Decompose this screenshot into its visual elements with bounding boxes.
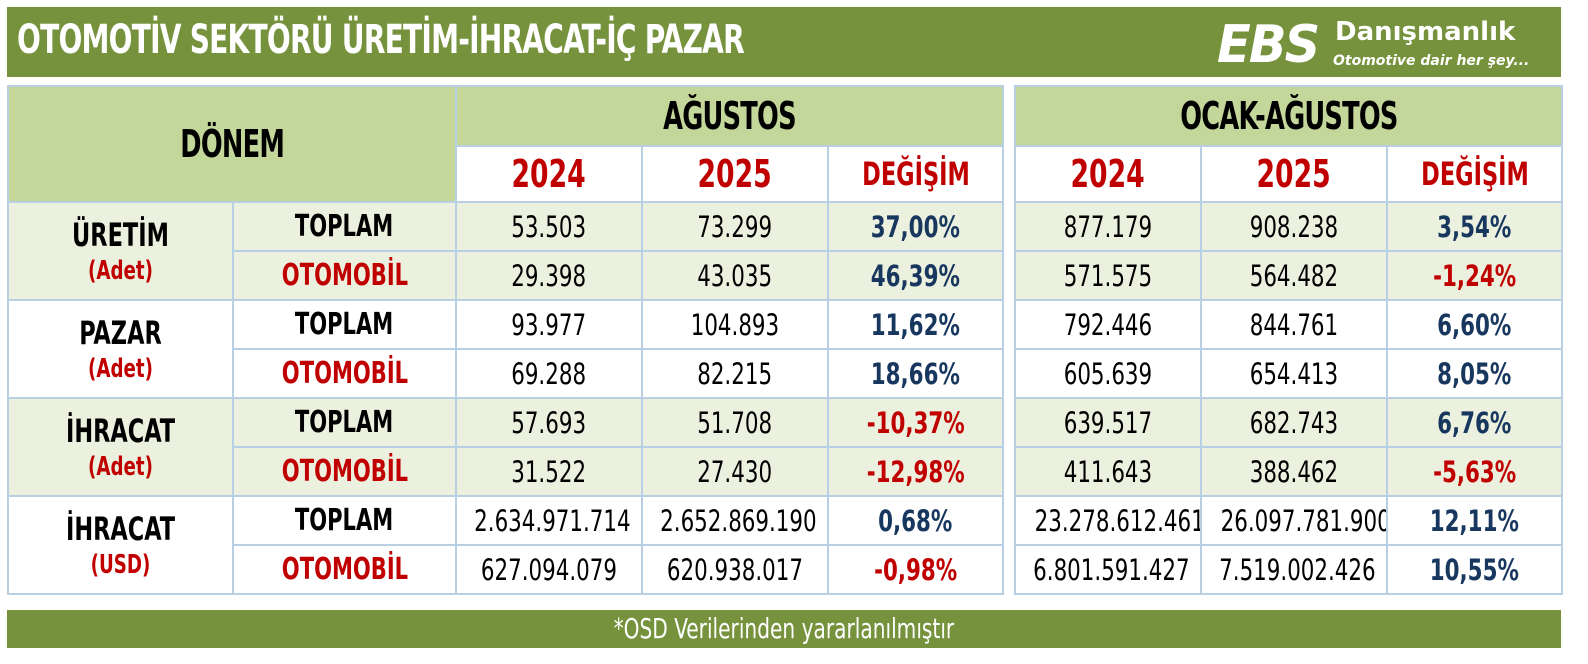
ytd-group-header: OCAK-AĞUSTOS: [1014, 85, 1564, 147]
aug-2025-value: 51.708: [641, 397, 830, 448]
logo-tagline: Otomotive dair her şey...: [1333, 53, 1530, 69]
ytd-year-2025-header: 2025: [1200, 145, 1389, 203]
table-row: ÜRETİM (Adet) TOPLAM 53.503 73.299 37,00% 877.…: [7, 201, 1564, 301]
aug-2024-value: 93.977: [455, 299, 644, 350]
ytd-2024-value: 792.446: [1014, 299, 1203, 350]
table-row: İHRACAT (Adet) TOPLAM 57.693 51.708 -10,37% 63…: [7, 397, 1564, 497]
ytd-change-value: 8,05%: [1386, 348, 1564, 399]
subcategory-label: OTOMOBİL: [231, 544, 458, 595]
aug-2025-value: 104.893: [641, 299, 830, 350]
aug-year-2025-header: 2025: [641, 145, 830, 203]
aug-change-value: 11,62%: [827, 299, 1005, 350]
logo-name: Danışmanlık: [1335, 17, 1516, 47]
aug-2024-value: 31.522: [455, 446, 644, 497]
aug-2024-value: 2.634.971.714: [455, 495, 644, 546]
aug-change-value: -10,37%: [827, 397, 1005, 448]
table-row: OTOMOBİL 69.288 82.215 18,66% 605.639 654.413…: [8, 348, 1564, 399]
aug-2024-value: 69.288: [455, 348, 644, 399]
ytd-2025-value: 26.097.781.900: [1200, 495, 1389, 546]
aug-change-header: DEĞİŞİM: [827, 145, 1005, 203]
aug-change-value: 37,00%: [827, 201, 1005, 252]
aug-2024-value: 627.094.079: [455, 544, 644, 595]
aug-year-2024-header: 2024: [455, 145, 644, 203]
ytd-2025-value: 682.743: [1200, 397, 1389, 448]
ytd-2024-value: 639.517: [1014, 397, 1203, 448]
page-title: OTOMOTİV SEKTÖRÜ ÜRETİM-İHRACAT-İÇ PAZAR: [17, 17, 745, 63]
ytd-2025-value: 7.519.002.426: [1200, 544, 1389, 595]
ytd-change-value: -1,24%: [1386, 250, 1564, 301]
aug-change-value: 46,39%: [827, 250, 1005, 301]
aug-2025-value: 2.652.869.190: [641, 495, 830, 546]
august-group-header: AĞUSTOS: [455, 85, 1005, 147]
aug-2024-value: 29.398: [455, 250, 644, 301]
logo-mark: EBS: [1217, 15, 1320, 75]
category-label: İHRACAT (USD): [7, 495, 234, 595]
table-row: PAZAR (Adet) TOPLAM 93.977 104.893 11,62% 792.…: [7, 299, 1564, 399]
aug-change-value: -0,98%: [827, 544, 1005, 595]
aug-change-value: -12,98%: [827, 446, 1005, 497]
subcategory-label: OTOMOBİL: [231, 348, 458, 399]
ytd-2025-value: 388.462: [1200, 446, 1389, 497]
ytd-2024-value: 6.801.591.427: [1014, 544, 1203, 595]
subcategory-label: TOPLAM: [231, 201, 458, 252]
subcategory-label: OTOMOBİL: [231, 446, 458, 497]
source-note: *OSD Verilerinden yararlanılmıştır: [613, 612, 955, 645]
ytd-2024-value: 411.643: [1014, 446, 1203, 497]
table-row: OTOMOBİL 29.398 43.035 46,39% 571.575 564.482…: [8, 250, 1564, 301]
ytd-2024-value: 23.278.612.461: [1014, 495, 1203, 546]
aug-2025-value: 27.430: [641, 446, 830, 497]
aug-2024-value: 57.693: [455, 397, 644, 448]
ytd-change-value: 10,55%: [1386, 544, 1564, 595]
aug-change-value: 18,66%: [827, 348, 1005, 399]
ytd-change-value: 12,11%: [1386, 495, 1564, 546]
company-logo: EBS Danışmanlık Otomotive dair her şey..…: [1217, 15, 1547, 75]
aug-2025-value: 82.215: [641, 348, 830, 399]
aug-2025-value: 73.299: [641, 201, 830, 252]
table-row: OTOMOBİL 31.522 27.430 -12,98% 411.643 388.46…: [8, 446, 1564, 497]
ytd-2024-value: 605.639: [1014, 348, 1203, 399]
ytd-change-header: DEĞİŞİM: [1386, 145, 1564, 203]
table-row: OTOMOBİL 627.094.079 620.938.017 -0,98% 6.80…: [8, 544, 1564, 595]
ytd-2024-value: 571.575: [1014, 250, 1203, 301]
subcategory-label: TOPLAM: [231, 495, 458, 546]
category-label: ÜRETİM (Adet): [7, 201, 234, 301]
subcategory-label: TOPLAM: [231, 397, 458, 448]
period-header: DÖNEM: [6, 85, 458, 203]
ytd-2024-value: 877.179: [1014, 201, 1203, 252]
ytd-change-value: -5,63%: [1386, 446, 1564, 497]
sector-data-table: DÖNEM AĞUSTOS OCAK-AĞUSTOS 2024 2025 DEĞ…: [6, 85, 1564, 595]
ytd-year-2024-header: 2024: [1014, 145, 1203, 203]
aug-2024-value: 53.503: [455, 201, 644, 252]
aug-2025-value: 620.938.017: [641, 544, 830, 595]
category-label: İHRACAT (Adet): [7, 397, 234, 497]
source-footer: *OSD Verilerinden yararlanılmıştır: [7, 610, 1561, 648]
category-label: PAZAR (Adet): [7, 299, 234, 399]
aug-change-value: 0,68%: [827, 495, 1005, 546]
ytd-2025-value: 908.238: [1200, 201, 1389, 252]
ytd-2025-value: 564.482: [1200, 250, 1389, 301]
ytd-change-value: 6,60%: [1386, 299, 1564, 350]
table-row: İHRACAT (USD) TOPLAM 2.634.971.714 2.652.869…: [7, 495, 1564, 595]
subcategory-label: OTOMOBİL: [231, 250, 458, 301]
ytd-change-value: 3,54%: [1386, 201, 1564, 252]
ytd-change-value: 6,76%: [1386, 397, 1564, 448]
ytd-2025-value: 844.761: [1200, 299, 1389, 350]
subcategory-label: TOPLAM: [231, 299, 458, 350]
title-banner: OTOMOTİV SEKTÖRÜ ÜRETİM-İHRACAT-İÇ PAZAR…: [7, 7, 1561, 77]
aug-2025-value: 43.035: [641, 250, 830, 301]
ytd-2025-value: 654.413: [1200, 348, 1389, 399]
